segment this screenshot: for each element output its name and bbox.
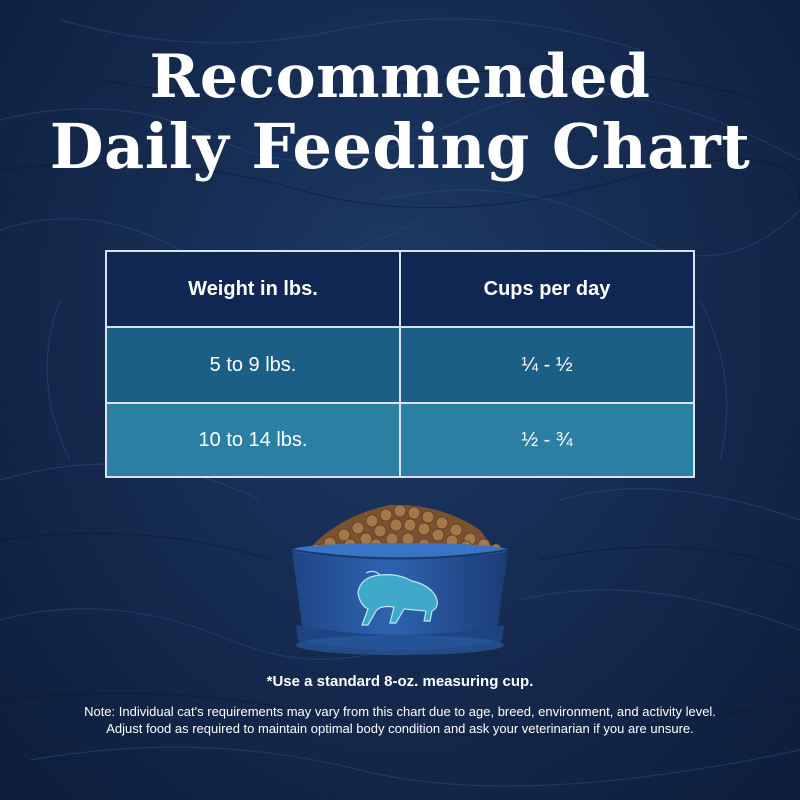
page-title: Recommended Daily Feeding Chart	[0, 42, 800, 182]
measuring-cup-footnote: *Use a standard 8-oz. measuring cup.	[266, 673, 534, 690]
cell-weight: 10 to 14 lbs.	[105, 402, 401, 478]
title-line-1: Recommended	[149, 42, 651, 112]
header-cups: Cups per day	[399, 250, 695, 328]
kibble-pile	[308, 504, 502, 555]
disclaimer-line-2: Adjust food as required to maintain opti…	[106, 721, 694, 736]
title-line-2: Daily Feeding Chart	[49, 110, 751, 183]
bison-icon	[357, 570, 438, 626]
feeding-table: Weight in lbs. Cups per day 5 to 9 lbs. …	[105, 250, 695, 478]
food-bowl-illustration	[291, 504, 509, 655]
cell-weight: 5 to 9 lbs.	[105, 326, 401, 404]
cell-cups: ¼ - ½	[399, 326, 695, 404]
table-row: 5 to 9 lbs. ¼ - ½	[105, 326, 695, 404]
header-weight: Weight in lbs.	[105, 250, 401, 328]
cell-cups: ½ - ¾	[399, 402, 695, 478]
table-header-row: Weight in lbs. Cups per day	[105, 250, 695, 328]
table-row: 10 to 14 lbs. ½ - ¾	[105, 402, 695, 478]
disclaimer-note: Note: Individual cat's requirements may …	[40, 703, 760, 737]
disclaimer-line-1: Note: Individual cat's requirements may …	[84, 704, 716, 719]
